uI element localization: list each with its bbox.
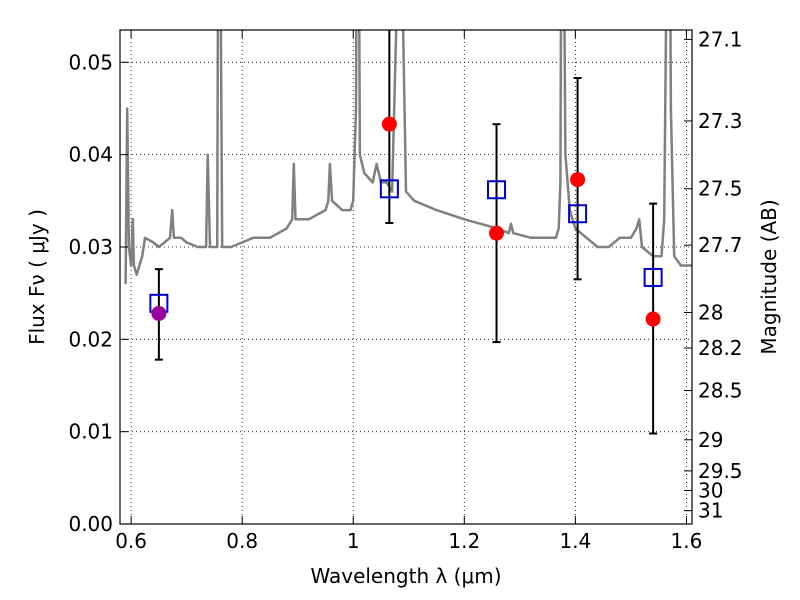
y-axis-label: Flux Fν ( μJy ) (25, 209, 49, 345)
y-tick-label: 0.03 (68, 235, 113, 259)
right-tick-label: 28.5 (698, 379, 743, 403)
right-axis-label: Magnitude (AB) (757, 199, 781, 354)
x-axis-label: Wavelength λ (μm) (310, 564, 501, 588)
right-tick-label: 28.2 (698, 336, 743, 360)
right-tick-label: 27.5 (698, 177, 743, 201)
right-tick-label: 27.7 (698, 233, 743, 257)
y-tick-label: 0.00 (68, 512, 113, 536)
right-tick-label: 29.5 (698, 459, 743, 483)
x-tick-label: 1.2 (448, 529, 480, 553)
x-tick-label: 1 (347, 529, 360, 553)
plot-frame (119, 29, 693, 525)
grid-lines (120, 30, 692, 524)
right-tick-label: 29 (698, 428, 723, 452)
x-tick-label: 0.6 (115, 529, 147, 553)
x-tick-label: 0.8 (226, 529, 258, 553)
y-tick-label: 0.04 (68, 143, 113, 167)
x-tick-label: 1.6 (671, 529, 703, 553)
right-tick-label: 28 (698, 300, 723, 324)
right-tick-label: 30 (698, 478, 723, 502)
right-tick-label: 27.1 (698, 27, 743, 51)
y-tick-label: 0.02 (68, 327, 113, 351)
observed-point-circle (489, 225, 505, 241)
right-tick-label: 31 (698, 499, 723, 523)
observed-point-circle (645, 311, 661, 327)
model-point-square (643, 267, 663, 287)
model-point-square (568, 204, 588, 224)
x-tick-label: 1.4 (559, 529, 591, 553)
observed-point-circle (381, 116, 397, 132)
plot-data (124, 30, 692, 435)
y-tick-label: 0.05 (68, 50, 113, 74)
model-point-square (487, 180, 507, 200)
model-point-square (379, 179, 399, 199)
spectrum-line (124, 30, 692, 284)
axis-ticks: 0.6 0.8 1 1.2 1.4 1.6 0.00 0.01 0.02 0.03 0.04 0.05… (68, 27, 742, 553)
observed-point-circle (151, 305, 167, 321)
y-tick-label: 0.01 (68, 420, 113, 444)
observed-point-circle (570, 172, 586, 188)
right-tick-label: 27.3 (698, 109, 743, 133)
